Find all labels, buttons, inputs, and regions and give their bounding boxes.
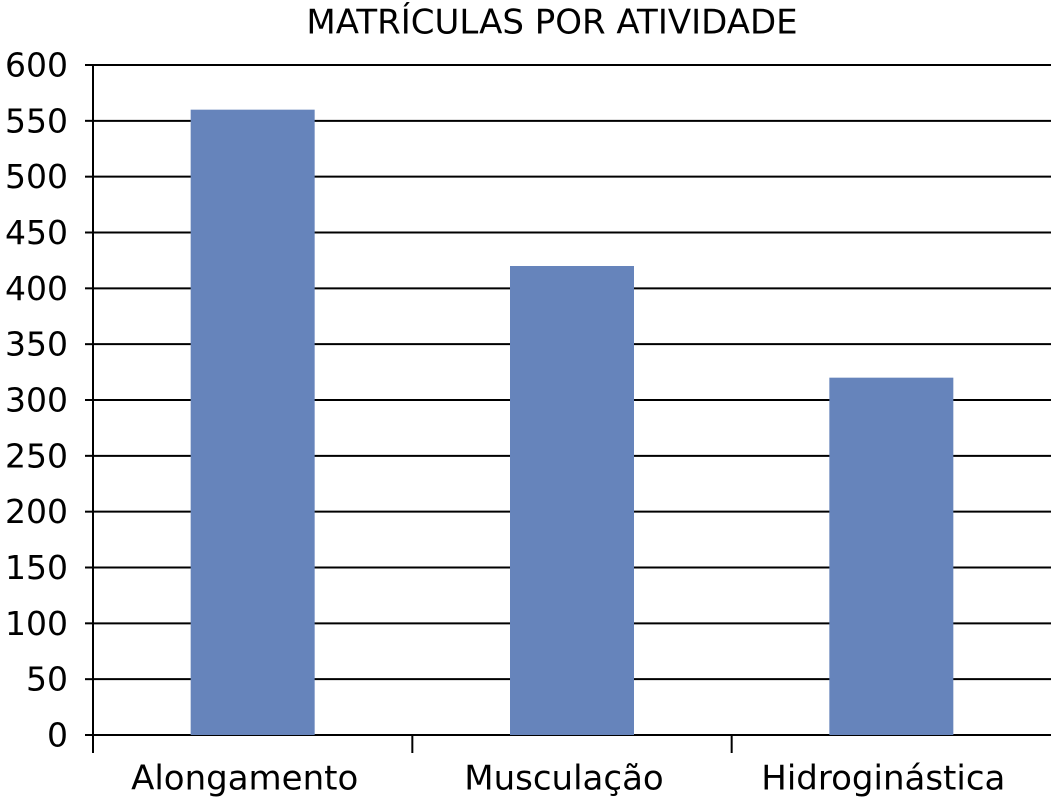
- y-tick-label: 550: [5, 101, 68, 140]
- bar: [510, 266, 634, 735]
- y-tick-label: 100: [5, 604, 68, 643]
- y-tick-label: 0: [47, 716, 68, 755]
- y-tick-label: 450: [5, 213, 68, 252]
- y-tick-label: 500: [5, 157, 68, 196]
- y-tick-label: 250: [5, 436, 68, 475]
- y-tick-label: 600: [5, 46, 68, 85]
- bar: [190, 109, 315, 735]
- bar: [829, 377, 954, 735]
- y-tick-label: 150: [5, 548, 68, 587]
- x-tick-label: Hidroginástica: [761, 759, 1005, 799]
- x-tick-label: Alongamento: [131, 759, 358, 799]
- chart-title: MATRÍCULAS POR ATIVIDADE: [306, 2, 797, 43]
- x-tick-label: Musculação: [464, 759, 663, 799]
- y-tick-label: 350: [5, 325, 68, 364]
- y-tick-label: 400: [5, 269, 68, 308]
- y-tick-label: 50: [26, 660, 68, 699]
- y-tick-label: 300: [5, 381, 68, 420]
- y-tick-label: 200: [5, 492, 68, 531]
